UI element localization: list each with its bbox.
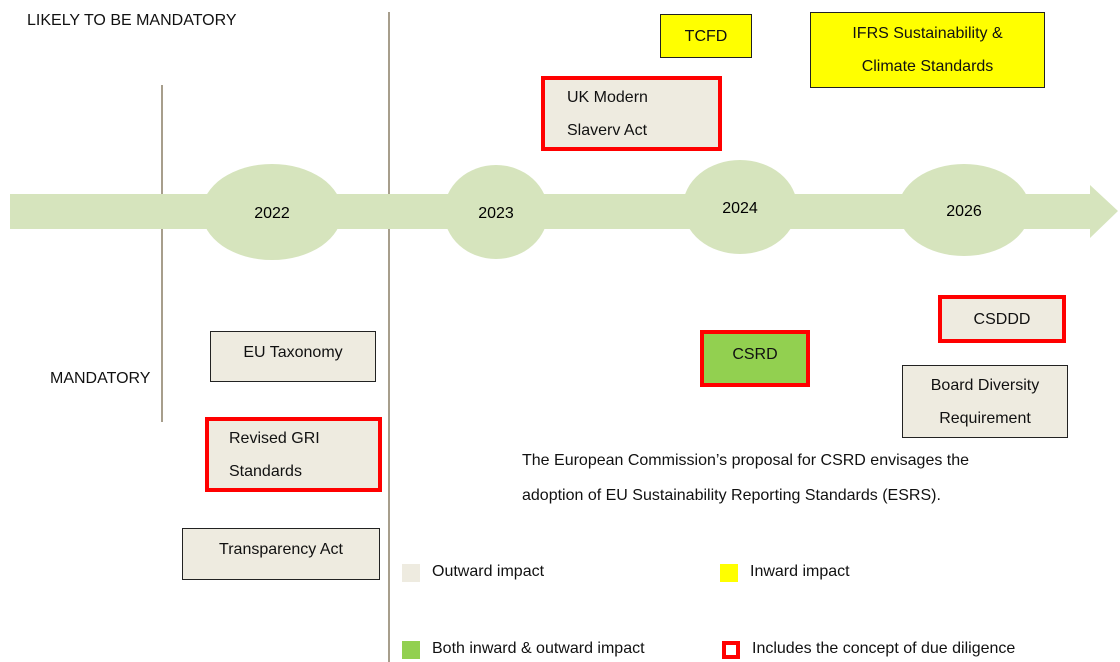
heading: MANDATORY [50, 370, 151, 387]
year-bubble [683, 160, 797, 254]
legend-label: Outward impact [432, 563, 545, 580]
text-line: CSDDD [973, 310, 1031, 328]
year-label: 2026 [946, 203, 982, 220]
legend-swatch [402, 641, 420, 659]
year-bubble [202, 164, 342, 260]
box: IFRS Sustainability & Climate Standards [810, 12, 1045, 88]
box: EU Taxonomy [210, 331, 376, 382]
year-bubble [444, 165, 548, 259]
box: Board Diversity Requirement [902, 365, 1068, 438]
text-line: Transparency Act [219, 541, 343, 558]
text-line: UK Modern [567, 88, 648, 106]
text-line: adoption of EU Sustainability Reporting … [522, 487, 941, 504]
box: Transparency Act [182, 528, 380, 580]
legend-swatch [402, 564, 420, 582]
text-line: Board Diversity [930, 376, 1040, 394]
text-line: Climate Standards [861, 58, 994, 75]
legend-swatch [722, 641, 740, 659]
year-label: 2023 [478, 205, 514, 222]
box: CSRD [700, 330, 810, 387]
year-label: 2022 [254, 205, 290, 222]
text-line: Requirement [939, 409, 1031, 427]
text-line: TCFD [684, 27, 728, 45]
note: The European Commission’s proposal for C… [522, 443, 969, 513]
legend-label: Both inward & outward impact [432, 640, 645, 657]
box: Revised GRI Standards [205, 417, 382, 492]
text-line: EU Taxonomy [243, 344, 343, 361]
year-bubble [898, 164, 1030, 256]
box: UK Modern Slaverv Act [541, 76, 722, 151]
text-line: Slaverv Act [567, 121, 648, 139]
legend-swatch [720, 564, 738, 582]
text-line: Revised GRI [229, 429, 320, 447]
text-line: IFRS Sustainability & [852, 25, 1003, 42]
heading: LIKELY TO BE MANDATORY [27, 12, 237, 29]
legend-label: Includes the concept of due diligence [752, 640, 1016, 657]
box: TCFD [660, 14, 752, 58]
text-line: Standards [229, 462, 302, 480]
year-label: 2024 [722, 200, 758, 217]
legend-label: Inward impact [750, 563, 850, 580]
text-line: The European Commission’s proposal for C… [522, 452, 970, 469]
box: CSDDD [938, 295, 1066, 343]
text-line: CSRD [732, 346, 778, 363]
